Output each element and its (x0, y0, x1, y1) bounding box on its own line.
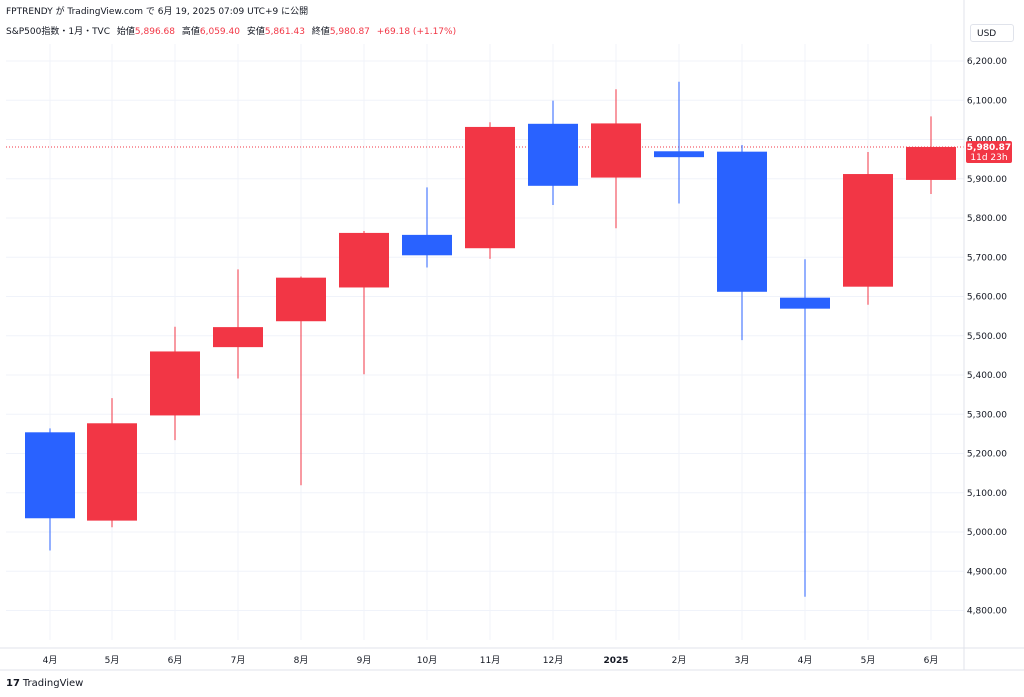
y-tick-label: 6,200.00 (967, 57, 1007, 67)
currency-button[interactable]: USD (970, 24, 1014, 42)
candle-body (654, 151, 704, 158)
tradingview-footer: 17 TradingView (6, 678, 83, 689)
axes: 4,800.00 4,900.00 5,000.00 5,100.00 5,200.00… (0, 0, 1024, 671)
symbol-name[interactable]: S&P500指数・1月・TVC (6, 27, 111, 37)
x-tick-label: 9月 (357, 655, 372, 666)
y-tick-label: 5,000.00 (967, 528, 1007, 538)
candle-body (717, 151, 767, 292)
close-value: 5,980.87 (329, 27, 370, 37)
candle-body (276, 277, 326, 322)
close-label: 終値 (311, 27, 330, 37)
x-tick-label: 10月 (417, 655, 437, 666)
candle-body (87, 423, 137, 521)
change-value: +69.18 (+1.17%) (376, 27, 457, 37)
x-tick-label: 6月 (924, 655, 939, 666)
y-tick-label: 5,500.00 (967, 332, 1007, 342)
y-tick-label: 5,800.00 (967, 214, 1007, 224)
y-tick-label: 4,800.00 (967, 607, 1007, 617)
candle-body (528, 123, 578, 186)
y-tick-label: 5,600.00 (967, 293, 1007, 303)
x-tick-label: 12月 (543, 655, 563, 666)
y-tick-label: 4,900.00 (967, 567, 1007, 577)
candle-body (339, 232, 389, 288)
y-tick-label: 5,200.00 (967, 450, 1007, 460)
candle-body (780, 297, 830, 309)
x-tick-label: 5月 (105, 655, 120, 666)
low-label: 安値 (246, 27, 265, 37)
brand-name: TradingView (22, 678, 84, 689)
y-tick-label: 5,400.00 (967, 371, 1007, 381)
open-value: 5,896.68 (134, 27, 175, 37)
candle-body (591, 123, 641, 178)
candle-body (402, 234, 452, 256)
x-tick-label: 5月 (861, 655, 876, 666)
x-tick-label: 4月 (798, 655, 813, 666)
y-tick-label: 5,300.00 (967, 410, 1007, 420)
candles (25, 81, 956, 597)
x-tick-label: 6月 (168, 655, 183, 666)
price-tag-bg (966, 141, 1012, 164)
ohlc-legend: S&P500指数・1月・TVC 始値5,896.68 高値6,059.40 安値… (6, 24, 456, 37)
high-value: 6,059.40 (199, 27, 240, 37)
candle-body (150, 351, 200, 416)
x-tick-label: 3月 (735, 655, 750, 666)
x-tick-label: 8月 (294, 655, 309, 666)
y-tick-label: 5,700.00 (967, 253, 1007, 263)
y-tick-label: 5,900.00 (967, 175, 1007, 185)
x-tick-label: 11月 (480, 655, 500, 666)
high-label: 高値 (181, 27, 200, 37)
candle-body (25, 432, 75, 519)
price-tag-value: 5,980.87 (967, 143, 1011, 153)
y-tick-label: 6,000.00 (967, 136, 1007, 146)
candle-body (906, 146, 956, 180)
tradingview-logo-icon: 17 (6, 678, 20, 689)
publish-info: FPTRENDY が TradingView.com で 6月 19, 2025… (6, 7, 309, 17)
y-tick-label: 6,100.00 (967, 96, 1007, 106)
x-tick-label: 2月 (672, 655, 687, 666)
x-tick-label: 7月 (231, 655, 246, 666)
x-tick-label: 4月 (43, 655, 58, 666)
x-tick-label: 2025 (603, 656, 628, 666)
open-label: 始値 (116, 27, 135, 37)
candle-body (465, 126, 515, 249)
candle-body (843, 174, 893, 287)
low-value: 5,861.43 (264, 27, 305, 37)
y-tick-label: 5,100.00 (967, 489, 1007, 499)
candle-body (213, 327, 263, 348)
price-tag-countdown: 11d 23h (970, 153, 1007, 163)
